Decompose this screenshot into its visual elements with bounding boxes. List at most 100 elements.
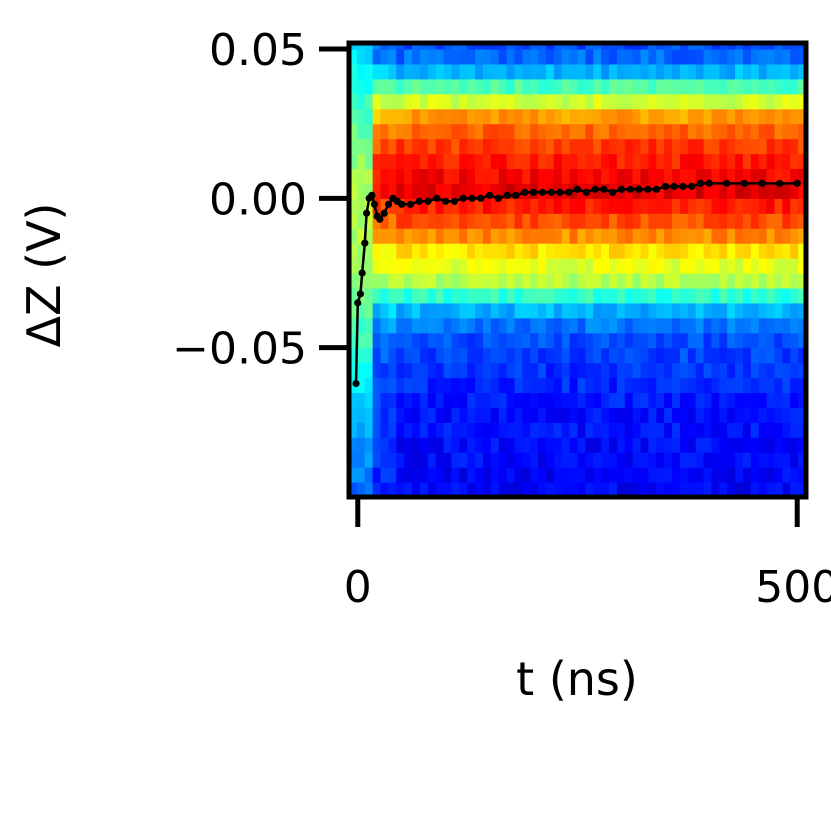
heatmap-cell (467, 168, 476, 184)
heatmap-cell (380, 362, 389, 379)
heatmap-cell (372, 78, 382, 95)
heatmap-cell (695, 63, 705, 80)
heatmap-cell (656, 138, 665, 155)
heatmap-cell (380, 123, 389, 140)
heatmap-cell (577, 213, 586, 229)
heatmap-cell (672, 347, 681, 364)
heatmap-cell (419, 392, 429, 408)
heatmap-cell (798, 213, 806, 229)
heatmap-cell (475, 213, 484, 229)
heatmap-cell (719, 422, 728, 438)
heatmap-cell (427, 407, 437, 423)
heatmap-cell (388, 482, 397, 497)
heatmap-cell (782, 138, 791, 155)
heatmap-cell (467, 422, 476, 438)
heatmap-cell (774, 183, 783, 199)
heatmap-cell (585, 287, 594, 304)
heatmap-cell (451, 228, 460, 244)
heatmap-cell (577, 153, 586, 170)
heatmap-cell (435, 332, 445, 349)
heatmap-cell (703, 93, 713, 110)
heatmap-cell (349, 78, 358, 95)
heatmap-cell (687, 228, 697, 244)
heatmap-cell (758, 287, 768, 304)
heatmap-cell (719, 213, 728, 229)
heatmap-cell (349, 153, 358, 170)
heatmap-cell (719, 482, 728, 497)
heatmap-cell (593, 43, 602, 50)
heatmap-cell (664, 392, 673, 408)
heatmap-cell (664, 153, 673, 170)
heatmap-cell (427, 272, 437, 289)
heatmap-cell (372, 258, 382, 274)
heatmap-cell (742, 422, 752, 438)
heatmap-cell (703, 302, 713, 319)
heatmap-cell (766, 228, 776, 244)
heatmap-cell (766, 347, 776, 364)
heatmap-cell (672, 272, 681, 289)
heatmap-cell (380, 467, 389, 483)
heatmap-cell (475, 108, 484, 125)
heatmap-cell (624, 258, 634, 274)
heatmap-cell (482, 93, 492, 110)
heatmap-cell (380, 78, 389, 95)
heatmap-cell (356, 407, 366, 423)
heatmap-cell (711, 392, 720, 408)
heatmap-cell (388, 213, 397, 229)
heatmap-cell (624, 48, 634, 65)
heatmap-cell (609, 138, 618, 155)
heatmap-cell (593, 272, 602, 289)
heatmap-cell (577, 362, 586, 379)
data-point (424, 197, 432, 205)
heatmap-cell (782, 78, 791, 95)
heatmap-cell (482, 287, 492, 304)
heatmap-cell (672, 287, 681, 304)
heatmap-cell (798, 48, 806, 65)
heatmap-cell (498, 108, 508, 125)
heatmap-cell (538, 482, 547, 497)
heatmap-cell (380, 482, 389, 497)
heatmap-cell (774, 43, 783, 50)
heatmap-cell (451, 287, 460, 304)
heatmap-cell (679, 377, 689, 394)
data-point (503, 191, 511, 199)
heatmap-cell (577, 332, 586, 349)
heatmap-cell (695, 93, 705, 110)
heatmap-cell (609, 43, 618, 50)
heatmap-cell (664, 93, 673, 110)
heatmap-cell (498, 392, 508, 408)
heatmap-cell (356, 63, 366, 80)
heatmap-cell (396, 93, 405, 110)
heatmap-cell (727, 123, 736, 140)
heatmap-cell (514, 243, 523, 259)
heatmap-cell (349, 467, 358, 483)
heatmap-cell (482, 63, 492, 80)
heatmap-cell (758, 272, 768, 289)
heatmap-cell (482, 78, 492, 95)
heatmap-cell (664, 317, 673, 334)
heatmap-cell (609, 437, 618, 453)
heatmap-cell (553, 437, 563, 453)
heatmap-cell (648, 482, 657, 497)
heatmap-cell (609, 48, 618, 65)
heatmap-cell (640, 63, 650, 80)
heatmap-cell (553, 213, 563, 229)
heatmap-cell (412, 63, 421, 80)
heatmap-cell (530, 407, 539, 423)
heatmap-cell (609, 168, 618, 184)
heatmap-cell (640, 228, 650, 244)
heatmap-cell (467, 153, 476, 170)
heatmap-cell (396, 467, 405, 483)
heatmap-cell (616, 93, 626, 110)
heatmap-cell (742, 198, 752, 214)
heatmap-cell (396, 108, 405, 125)
heatmap-cell (349, 407, 358, 423)
heatmap-cell (695, 452, 705, 468)
heatmap-cell (616, 272, 626, 289)
heatmap-cell (577, 168, 586, 184)
heatmap-cell (672, 482, 681, 497)
heatmap-cell (427, 377, 437, 394)
heatmap-cell (364, 228, 374, 244)
heatmap-cell (711, 452, 720, 468)
heatmap-cell (742, 48, 752, 65)
